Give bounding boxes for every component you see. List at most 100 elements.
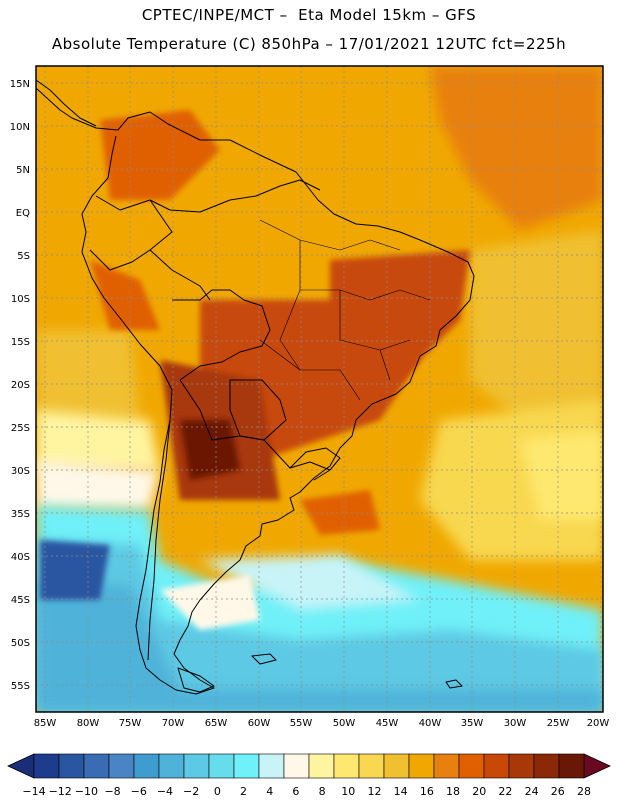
colorbar-cell bbox=[83, 753, 110, 779]
field-pacific-cream bbox=[36, 460, 160, 510]
latitude-labels: 15N 10N 5N EQ 5S 10S 15S 20S 25S 30S 35S… bbox=[10, 79, 30, 692]
paraguay-border bbox=[229, 379, 287, 441]
falkland-islands bbox=[251, 653, 277, 665]
lat-label: 45S bbox=[11, 595, 30, 606]
lat-label: 10N bbox=[10, 122, 30, 133]
lat-label: 55S bbox=[11, 681, 30, 692]
colorbar-cell bbox=[333, 753, 360, 779]
lon-label: 40W bbox=[419, 718, 442, 729]
lat-label: 5N bbox=[16, 165, 30, 176]
lon-label: 60W bbox=[248, 718, 271, 729]
central-america-coast bbox=[35, 79, 97, 127]
colorbar-label: 14 bbox=[394, 785, 408, 798]
colorbar-label: 26 bbox=[551, 785, 565, 798]
colorbar-label: 28 bbox=[577, 785, 591, 798]
lat-label: 10S bbox=[11, 294, 30, 305]
andes-border-peru-bolivia bbox=[172, 289, 271, 381]
temperature-field bbox=[36, 66, 603, 712]
lat-label: 40S bbox=[11, 552, 30, 563]
lat-label: 25S bbox=[11, 423, 30, 434]
colorbar-cell bbox=[233, 753, 260, 779]
colorbar-cell bbox=[158, 753, 185, 779]
colorbar-label: 24 bbox=[525, 785, 539, 798]
colorbar-cell bbox=[183, 753, 210, 779]
colorbar-label: 4 bbox=[266, 785, 273, 798]
lat-label: 35S bbox=[11, 509, 30, 520]
lon-label: 20W bbox=[587, 718, 610, 729]
colorbar-label: 6 bbox=[292, 785, 299, 798]
colorbar-label: 10 bbox=[341, 785, 355, 798]
argentina-border bbox=[179, 379, 331, 471]
colorbar-cell bbox=[508, 753, 535, 779]
field-south-atlantic-warm bbox=[470, 230, 603, 420]
field-north-atlantic bbox=[430, 66, 603, 230]
colorbar: −14 −12 −10 −8 −6 −4 −2 0 2 4 6 8 10 12 14 16 18 20 22 24 26… bbox=[7, 753, 611, 798]
colorbar-cell bbox=[208, 753, 235, 779]
map-frame bbox=[35, 65, 604, 713]
map-title-line-1: CPTEC/INPE/MCT – Eta Model 15km – GFS bbox=[141, 6, 477, 24]
colorbar-label: 20 bbox=[472, 785, 486, 798]
chile-argentina-border bbox=[147, 419, 171, 661]
colorbar-label: −10 bbox=[75, 785, 98, 798]
colorbar-cell bbox=[483, 753, 510, 779]
colorbar-cell bbox=[408, 753, 435, 779]
colorbar-cell bbox=[258, 753, 285, 779]
field-cold-blue-1 bbox=[36, 540, 603, 712]
south-georgia bbox=[445, 679, 463, 689]
field-pale-cyan bbox=[200, 555, 420, 610]
colorbar-cell bbox=[533, 753, 560, 779]
lat-label: 30S bbox=[11, 466, 30, 477]
colorbar-cell bbox=[358, 753, 385, 779]
lon-label: 30W bbox=[504, 718, 527, 729]
lat-label: 5S bbox=[17, 251, 30, 262]
field-hot-uruguay-coast bbox=[300, 490, 380, 535]
colorbar-label: 18 bbox=[446, 785, 460, 798]
lon-label: 65W bbox=[205, 718, 228, 729]
lon-label: 35W bbox=[461, 718, 484, 729]
field-hot-peru bbox=[90, 260, 160, 330]
lat-label: 15S bbox=[11, 337, 30, 348]
lat-label: EQ bbox=[16, 208, 30, 219]
colorbar-label: −8 bbox=[104, 785, 120, 798]
colorbar-cell bbox=[558, 753, 585, 779]
colorbar-label: −4 bbox=[157, 785, 173, 798]
colorbar-cell bbox=[433, 753, 460, 779]
colorbar-cell bbox=[283, 753, 310, 779]
field-hot-core bbox=[180, 420, 240, 480]
lon-label: 70W bbox=[162, 718, 185, 729]
colorbar-cell bbox=[33, 753, 60, 779]
brazil-state-borders bbox=[259, 219, 431, 401]
map-title-line-2: Absolute Temperature (C) 850hPa – 17/01/… bbox=[51, 35, 567, 53]
colorbar-label: 0 bbox=[214, 785, 221, 798]
lon-label: 85W bbox=[34, 718, 57, 729]
lon-label: 25W bbox=[547, 718, 570, 729]
peru-brazil-border bbox=[149, 249, 211, 301]
colorbar-label: −12 bbox=[49, 785, 72, 798]
colorbar-cell bbox=[308, 753, 335, 779]
lon-label: 55W bbox=[290, 718, 313, 729]
brazil-border-north bbox=[149, 179, 321, 213]
lon-label: 50W bbox=[333, 718, 356, 729]
lon-label: 75W bbox=[119, 718, 142, 729]
longitude-labels: 85W 80W 75W 70W 65W 60W 55W 50W 45W 40W … bbox=[34, 718, 610, 729]
colorbar-label: 2 bbox=[240, 785, 247, 798]
field-cream-patagonia bbox=[160, 575, 260, 630]
colorbar-label: 8 bbox=[319, 785, 326, 798]
colorbar-low-arrow bbox=[7, 753, 35, 779]
colorbar-label: −6 bbox=[131, 785, 147, 798]
south-america-coastline bbox=[35, 87, 475, 695]
uruguay-border bbox=[289, 447, 341, 481]
colorbar-label: 12 bbox=[367, 785, 381, 798]
field-cold-deep bbox=[40, 540, 110, 600]
colorbar-high-arrow bbox=[583, 753, 611, 779]
tierra-del-fuego bbox=[177, 667, 215, 693]
lat-label: 15N bbox=[10, 79, 30, 90]
lat-label: 20S bbox=[11, 380, 30, 391]
colorbar-cell bbox=[58, 753, 85, 779]
colorbar-cell bbox=[458, 753, 485, 779]
field-pacific-yellow bbox=[36, 410, 160, 470]
colorbar-cell bbox=[108, 753, 135, 779]
colorbar-label: −14 bbox=[22, 785, 45, 798]
colorbar-label: 22 bbox=[498, 785, 512, 798]
